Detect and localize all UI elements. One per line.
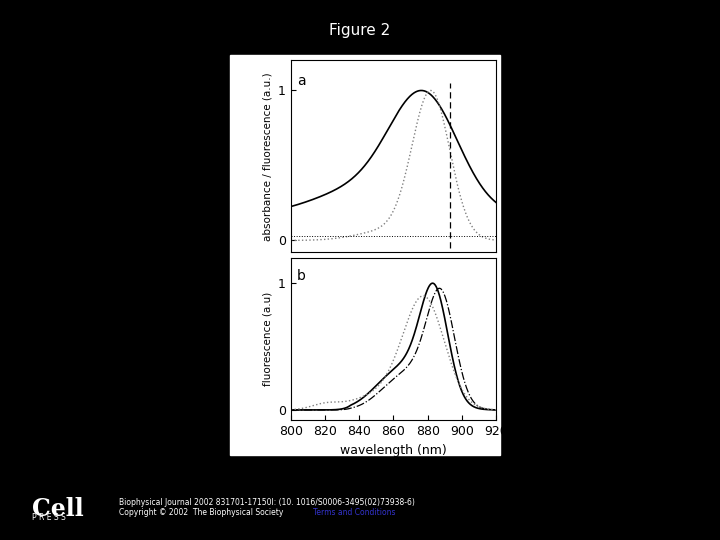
Text: Figure 2: Figure 2: [329, 23, 391, 38]
Text: b: b: [297, 269, 306, 283]
Text: Cell: Cell: [32, 497, 84, 521]
Text: Copyright © 2002  The Biophysical Society: Copyright © 2002 The Biophysical Society: [119, 508, 288, 517]
Text: Biophysical Journal 2002 831701-17150I: (10. 1016/S0006-3495(02)73938-6): Biophysical Journal 2002 831701-17150I: …: [119, 498, 415, 508]
Y-axis label: fluorescence (a.u): fluorescence (a.u): [263, 292, 272, 386]
Text: a: a: [297, 74, 306, 88]
Y-axis label: absorbance / fluorescence (a.u.): absorbance / fluorescence (a.u.): [263, 72, 272, 241]
Text: P R E S S: P R E S S: [32, 513, 66, 522]
X-axis label: wavelength (nm): wavelength (nm): [340, 443, 447, 456]
Text: Terms and Conditions: Terms and Conditions: [313, 508, 396, 517]
